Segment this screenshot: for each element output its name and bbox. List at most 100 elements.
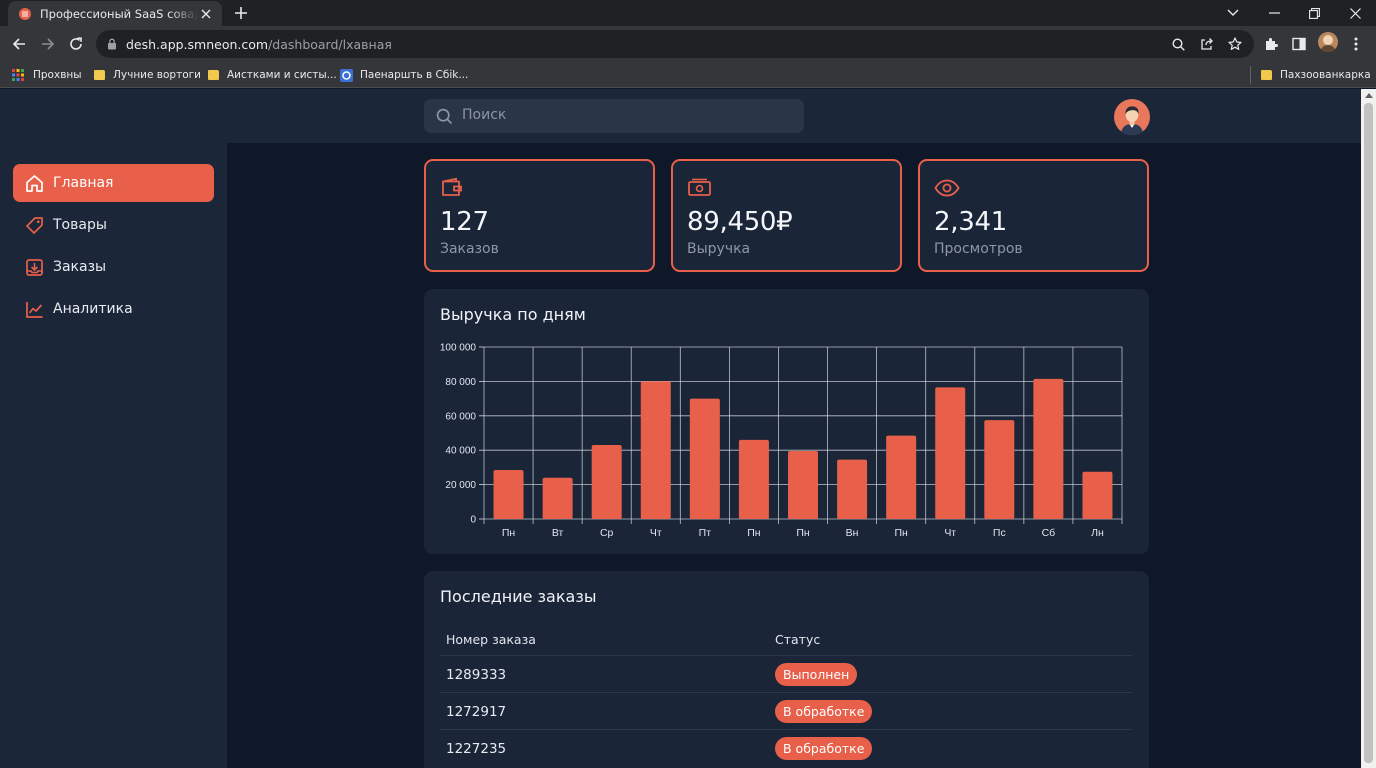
- scrollbar-thumb[interactable]: [1364, 103, 1373, 763]
- browser-profile-avatar[interactable]: [1318, 32, 1338, 52]
- browser-menu-kebab-icon[interactable]: [1347, 35, 1365, 53]
- sidebar-item-products[interactable]: Товары: [13, 206, 214, 244]
- y-tick-label: 20 000: [445, 480, 476, 491]
- minimize-icon[interactable]: [1254, 0, 1294, 26]
- row-divider: [440, 729, 1132, 730]
- y-tick-label: 40 000: [445, 446, 476, 457]
- kpi-card-orders[interactable]: 127 Заказов: [424, 159, 655, 272]
- kpi-label: Выручка: [687, 241, 751, 257]
- scroll-up-arrow-icon[interactable]: [1365, 93, 1373, 98]
- search-input[interactable]: Поиск: [424, 99, 804, 133]
- bookmark-apps[interactable]: Прохвны: [12, 67, 82, 83]
- app-favicon-icon: [19, 7, 31, 20]
- order-number[interactable]: 1272917: [446, 704, 507, 720]
- revenue-chart-card: Выручка по дням 0 20 000 40 000 60 000 80 00…: [424, 289, 1149, 554]
- x-tick-label: Вн: [846, 527, 859, 539]
- column-header-order-number[interactable]: Номер заказа: [446, 632, 536, 647]
- bookmark-site[interactable]: Паенаршть в Cбіk...: [340, 67, 468, 83]
- apps-grid-icon: [12, 69, 24, 81]
- forward-icon[interactable]: [38, 34, 58, 54]
- order-number[interactable]: 1227235: [446, 741, 507, 757]
- address-bar[interactable]: desh.app.smneon.com/dashboard/lхавная: [96, 30, 1254, 58]
- wallet-icon: [442, 177, 462, 196]
- order-number[interactable]: 1289333: [446, 667, 507, 683]
- bookmarks-separator: [1250, 66, 1251, 84]
- x-tick-label: Ср: [600, 527, 614, 539]
- banknote-icon: [688, 178, 711, 196]
- home-icon: [24, 173, 44, 193]
- folder-icon: [208, 70, 219, 80]
- bookmark-label: Пахзоованкарка: [1280, 69, 1371, 81]
- chart-bar: [738, 439, 769, 519]
- lock-icon: [108, 38, 116, 50]
- app-topbar: Поиск: [0, 89, 1361, 143]
- x-tick-label: Пн: [894, 527, 908, 539]
- reload-icon[interactable]: [66, 34, 86, 54]
- chart-bar: [1033, 378, 1064, 519]
- kpi-label: Просмотров: [934, 241, 1023, 257]
- chart-bar: [689, 398, 720, 519]
- eye-icon: [934, 179, 960, 197]
- profile-body: [1320, 45, 1336, 52]
- kpi-card-views[interactable]: 2,341 Просмотров: [918, 159, 1149, 272]
- chart-bar: [1082, 471, 1113, 519]
- zoom-icon[interactable]: [1170, 36, 1186, 52]
- site-favicon-icon: [340, 68, 353, 82]
- user-avatar[interactable]: [1114, 99, 1150, 135]
- sidebar-item-analytics[interactable]: Аналитика: [13, 290, 214, 328]
- bookmark-label: Прохвны: [33, 69, 82, 81]
- sidebar-item-label: Аналитика: [53, 301, 133, 317]
- column-header-status[interactable]: Статус: [775, 632, 821, 647]
- browser-tab[interactable]: Профессионый SaaS совадель...: [8, 1, 222, 26]
- status-badge: Выполнен: [775, 663, 858, 686]
- x-tick-label: Вт: [552, 527, 564, 539]
- close-tab-icon[interactable]: [198, 6, 214, 22]
- browser-tab-strip: Профессионый SaaS совадель...: [0, 0, 1376, 26]
- search-icon: [436, 108, 453, 125]
- bookmark-folder[interactable]: Аистками и систы...: [208, 67, 337, 83]
- extensions-puzzle-icon[interactable]: [1262, 35, 1280, 53]
- x-tick-label: Пс: [993, 527, 1006, 539]
- bookmark-folder-other[interactable]: Пахзоованкарка: [1261, 67, 1371, 83]
- bookmark-star-icon[interactable]: [1227, 36, 1243, 52]
- kpi-value: 2,341: [934, 207, 1007, 237]
- bookmark-label: Паенаршть в Cбіk...: [360, 69, 469, 81]
- y-tick-label: 100 000: [440, 343, 477, 354]
- x-tick-label: Пн: [747, 527, 761, 539]
- x-tick-label: Пн: [796, 527, 810, 539]
- profile-face: [1323, 35, 1333, 45]
- x-tick-label: Пн: [502, 527, 516, 539]
- url-path: /dashboard/lхавная: [268, 37, 392, 52]
- search-placeholder: Поиск: [462, 107, 507, 123]
- tab-search-chevron-icon[interactable]: [1213, 0, 1253, 26]
- close-window-icon[interactable]: [1335, 0, 1375, 26]
- user-avatar-icon: [1121, 106, 1143, 135]
- row-divider: [440, 655, 1132, 656]
- bookmark-folder[interactable]: Лучние вортоги: [94, 67, 201, 83]
- browser-toolbar: desh.app.smneon.com/dashboard/lхавная: [0, 26, 1376, 62]
- side-panel-icon[interactable]: [1290, 35, 1308, 53]
- folder-icon: [1261, 70, 1272, 80]
- sidebar-item-home[interactable]: Главная: [13, 164, 214, 202]
- sidebar-item-orders[interactable]: Заказы: [13, 248, 214, 286]
- share-icon[interactable]: [1199, 36, 1215, 52]
- folder-icon: [94, 70, 105, 80]
- kpi-value: 127: [440, 207, 489, 237]
- chart-bar: [493, 469, 524, 519]
- kpi-label: Заказов: [440, 241, 499, 257]
- new-tab-icon[interactable]: [231, 4, 251, 22]
- back-icon[interactable]: [9, 34, 29, 54]
- chart-bar: [837, 459, 868, 519]
- restore-window-icon[interactable]: [1294, 0, 1334, 26]
- chart-card-title: Выручка по дням: [440, 305, 586, 324]
- chart-bar: [984, 420, 1015, 519]
- chart-bar: [640, 381, 671, 519]
- bookmark-label: Аистками и систы...: [227, 69, 337, 81]
- sidebar-item-label: Товары: [53, 217, 107, 233]
- bookmark-label: Лучние вортоги: [113, 69, 201, 81]
- page-scrollbar[interactable]: [1361, 89, 1376, 768]
- kpi-card-revenue[interactable]: 89,450₽ Выручка: [671, 159, 902, 272]
- kpi-value: 89,450₽: [687, 207, 793, 237]
- sidebar-item-label: Заказы: [53, 259, 107, 275]
- tag-icon: [24, 215, 44, 235]
